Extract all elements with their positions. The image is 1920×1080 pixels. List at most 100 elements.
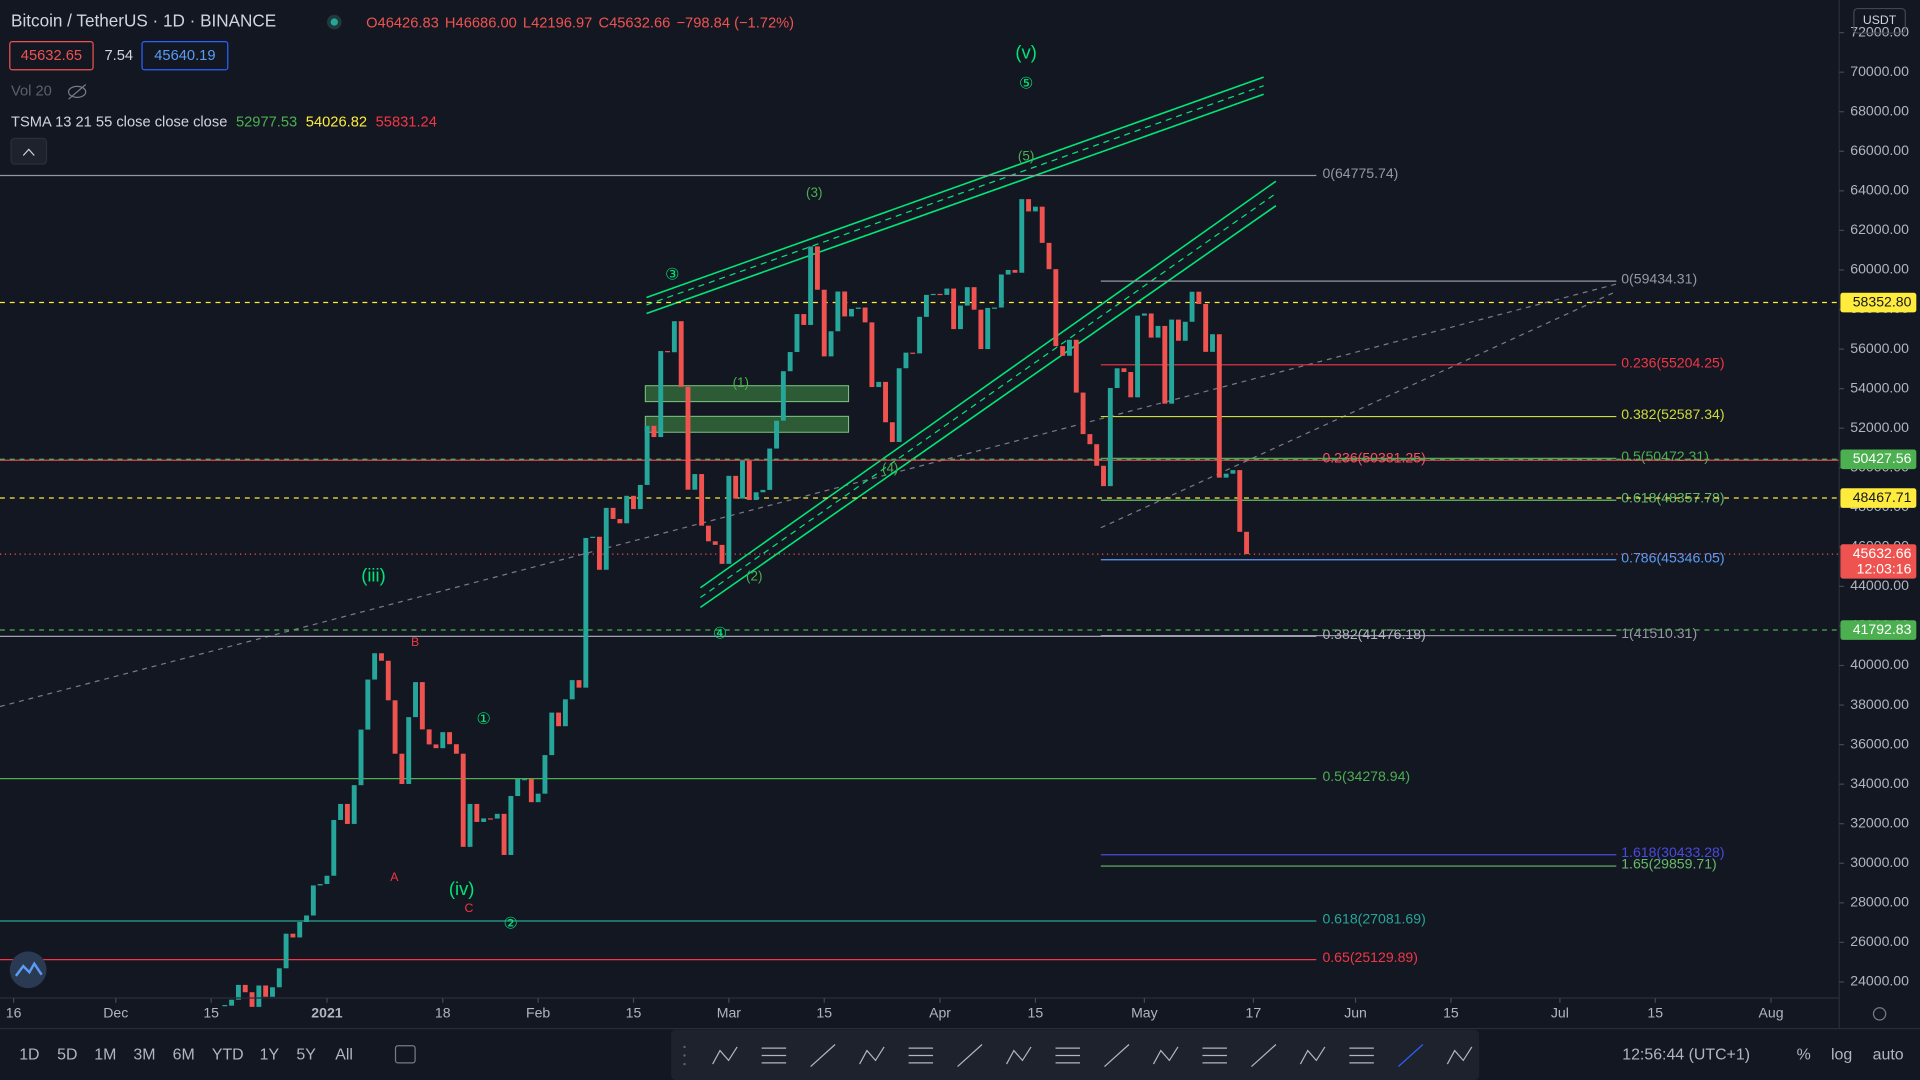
y-tick-label: 40000.00 (1850, 656, 1909, 672)
candle (596, 536, 602, 570)
zone-box (644, 415, 850, 433)
candle (746, 460, 752, 500)
tool-glyph[interactable] (1104, 1044, 1130, 1067)
price-tag-label: 48467.71 (1853, 489, 1912, 505)
tool-glyph[interactable] (810, 1044, 836, 1067)
price-tag (1840, 544, 1917, 579)
fib-label: 0.786(45346.05) (1621, 549, 1724, 565)
candle (699, 474, 705, 526)
fib-label: 1.65(29859.71) (1621, 856, 1717, 872)
date-range-icon[interactable] (394, 1045, 416, 1064)
candle (590, 536, 596, 538)
candle (631, 495, 636, 510)
scale-option[interactable]: auto (1873, 1047, 1904, 1064)
drawings (0, 76, 1617, 708)
fib-label: 0(59434.31) (1621, 271, 1697, 287)
timeframe-button[interactable]: 6M (173, 1047, 195, 1064)
bid[interactable]: 45632.65 (21, 48, 82, 64)
candle (494, 813, 500, 819)
chevron[interactable] (22, 148, 35, 156)
tool-glyph[interactable] (1299, 1046, 1326, 1065)
scale-option[interactable]: log (1831, 1047, 1852, 1064)
ask[interactable]: 45640.19 (154, 48, 215, 64)
indicator: TSMA 13 21 55 close close close 52977.53 5… (11, 114, 437, 130)
wave-label: (v) (1015, 42, 1036, 63)
settings-icon[interactable] (1872, 1007, 1887, 1021)
candle (1067, 339, 1072, 356)
tool-glyph[interactable] (1152, 1046, 1179, 1065)
candle (1196, 291, 1202, 304)
ask-box[interactable] (141, 41, 229, 71)
tool-glyph[interactable] (1251, 1044, 1277, 1067)
wave-label: A (390, 870, 399, 884)
x-tick-label: Aug (1759, 1005, 1784, 1021)
tool-glyph[interactable] (1446, 1046, 1473, 1065)
candle (685, 386, 691, 490)
currency-box[interactable] (1853, 7, 1906, 34)
candle (712, 541, 718, 545)
candle (542, 755, 548, 794)
tool-glyph[interactable] (1005, 1046, 1032, 1065)
candle (767, 448, 773, 490)
candle (1080, 392, 1086, 435)
candle (576, 680, 582, 688)
candle (753, 492, 759, 500)
scale-option[interactable]: % (1797, 1047, 1811, 1064)
candle (569, 680, 575, 700)
candle (583, 537, 589, 688)
candle (270, 987, 275, 997)
tool-glyph[interactable] (957, 1044, 983, 1067)
drag-handle (683, 1062, 686, 1066)
timeframe-button[interactable]: 1D (19, 1047, 39, 1064)
tool-glyph[interactable] (859, 1046, 885, 1065)
hide-icon[interactable] (67, 84, 87, 100)
x-tick-label: Mar (717, 1005, 742, 1021)
logo[interactable] (14, 961, 43, 977)
candle (903, 352, 909, 369)
y-tick-label: 64000.00 (1850, 182, 1909, 198)
timeframe-button[interactable]: 5D (57, 1047, 77, 1064)
timeframe-button[interactable]: 1Y (260, 1047, 280, 1064)
status-dot (330, 18, 338, 26)
candle (883, 381, 888, 423)
fib-label: 0.618(48357.78) (1621, 490, 1724, 506)
eye[interactable] (67, 85, 87, 98)
candle (637, 484, 643, 510)
wave-label: B (411, 635, 419, 649)
timeframe-button[interactable]: 1M (94, 1047, 116, 1064)
x-tick-label: 15 (1647, 1005, 1663, 1021)
bid-box[interactable] (9, 41, 94, 71)
candle (1203, 303, 1209, 352)
candle (379, 653, 384, 661)
wave-label: ③ (665, 267, 679, 284)
candle (992, 307, 997, 309)
candle (644, 425, 650, 485)
candle (1237, 470, 1243, 532)
candle (460, 753, 466, 847)
timeframe-button[interactable]: 5Y (296, 1047, 316, 1064)
timeframe-button[interactable]: 3M (133, 1047, 155, 1064)
candle (1162, 325, 1168, 404)
tool-glyph[interactable] (1397, 1044, 1424, 1067)
countdown: 12:03:16 (1857, 561, 1912, 577)
candle (801, 314, 807, 325)
candle (249, 992, 255, 1007)
candle (351, 785, 357, 824)
candle (501, 813, 507, 855)
wave-label: ④ (713, 625, 727, 642)
candle (242, 984, 248, 993)
candle (1148, 313, 1154, 338)
timeframe-button[interactable]: All (335, 1047, 353, 1064)
candle (624, 495, 630, 524)
candle (515, 779, 521, 797)
candle (1005, 269, 1011, 275)
wave-label: (iv) (449, 878, 475, 899)
tool-glyph[interactable] (712, 1046, 738, 1065)
candle (651, 425, 657, 438)
timeframe-button[interactable]: YTD (212, 1047, 244, 1064)
eye-slash[interactable] (68, 84, 87, 100)
fib-label: 1.618(30433.28) (1621, 844, 1724, 860)
collapse-button[interactable] (10, 137, 48, 165)
